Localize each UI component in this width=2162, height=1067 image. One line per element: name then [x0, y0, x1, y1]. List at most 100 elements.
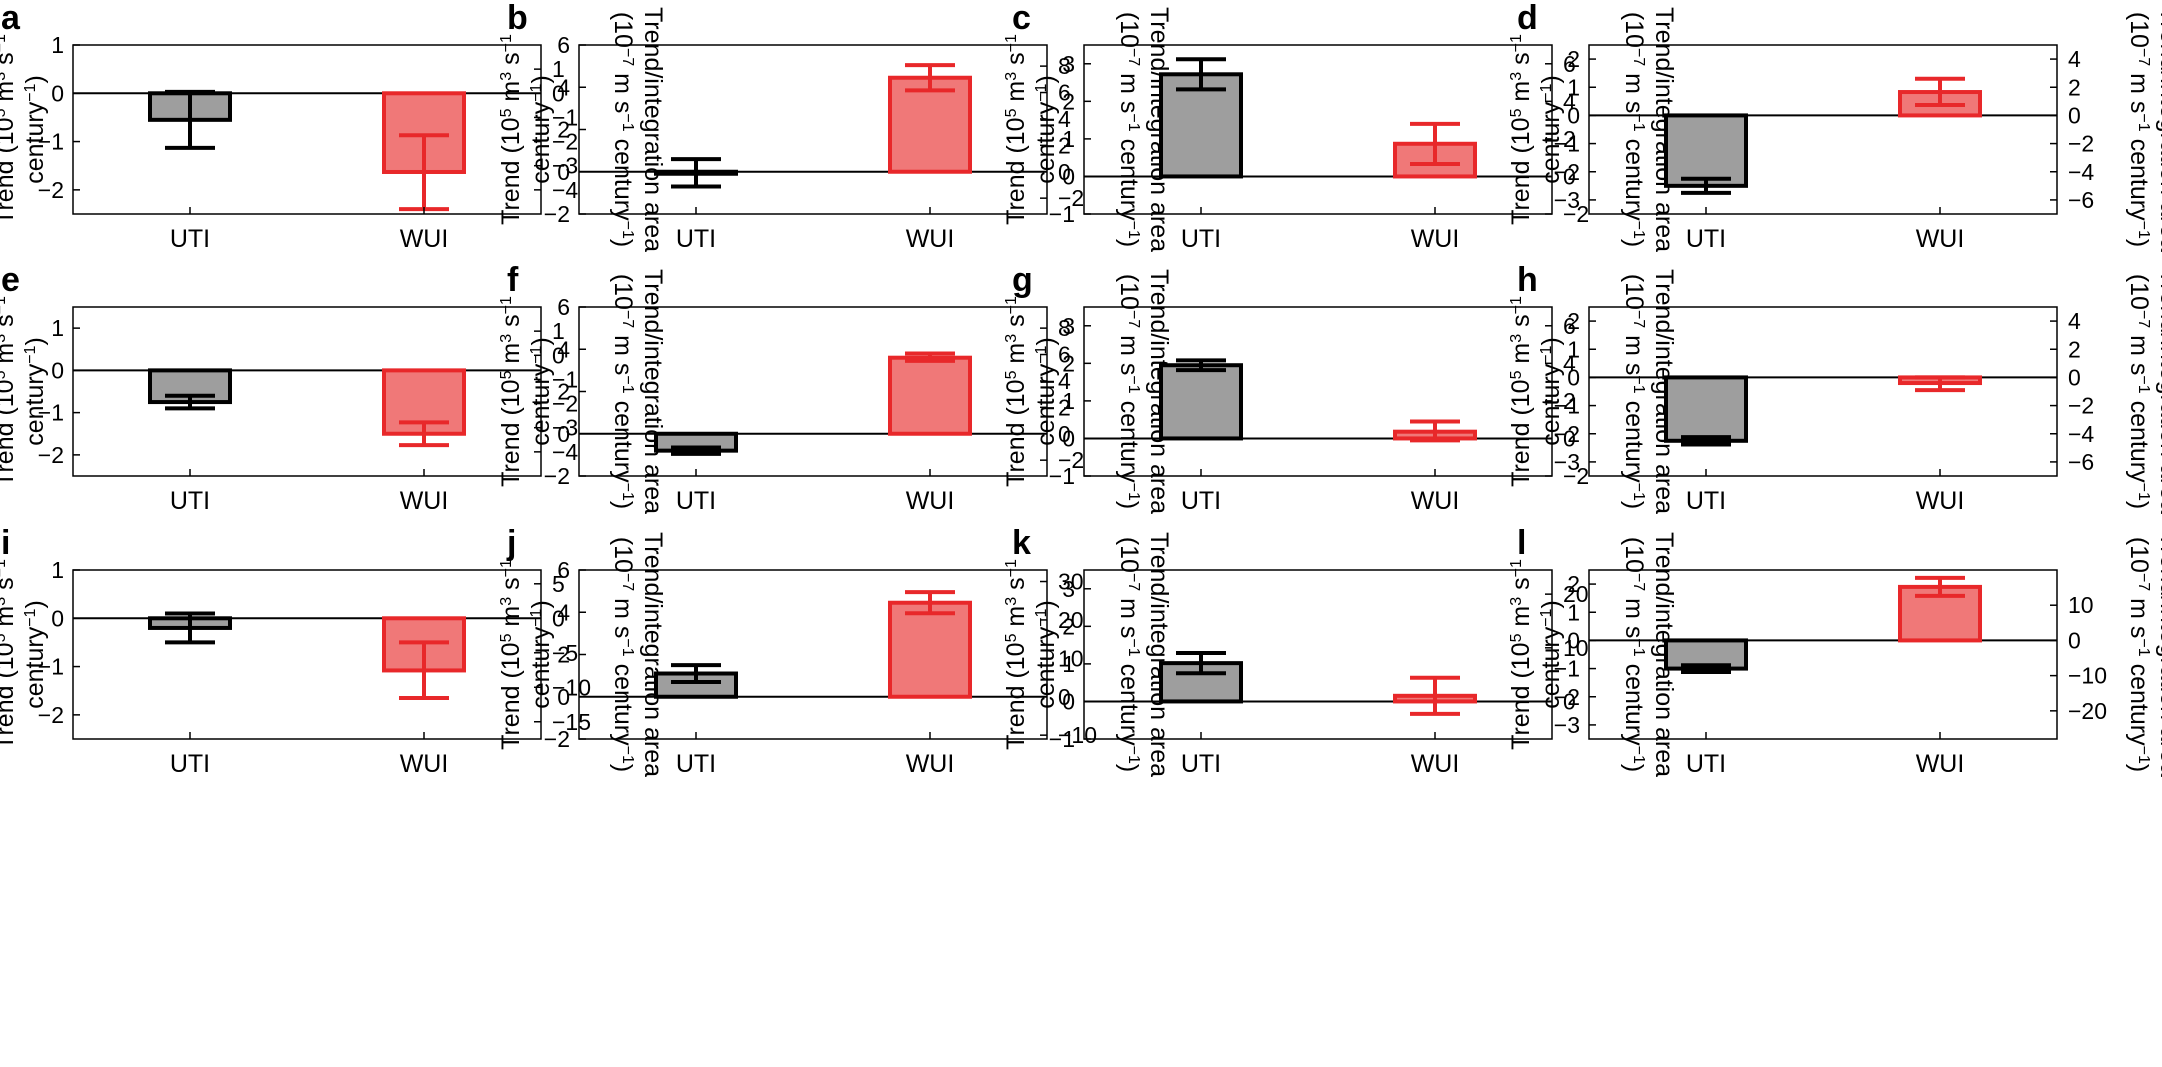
x-tick-label: UTI — [1181, 487, 1221, 515]
y-tick-label: −2 — [38, 177, 64, 203]
error-bar-uti — [1176, 650, 1226, 676]
y2-tick-label: 10 — [1563, 635, 1589, 661]
y-tick-label: 1 — [1567, 74, 1580, 100]
y-tick-label: 1 — [51, 315, 64, 341]
y-tick-label: −1 — [1554, 393, 1580, 419]
y2-tick-label: −2 — [1058, 447, 1084, 473]
y2-tick-label: −2 — [1058, 185, 1084, 211]
bar-wui — [888, 355, 972, 436]
x-tick-label: WUI — [906, 225, 955, 253]
panel-letter: c — [1012, 0, 1031, 37]
y-axis-title-line2: century−1) — [1537, 600, 1565, 709]
y2-tick-label: 2 — [1058, 132, 1071, 158]
y2-tick-label: 2 — [1058, 394, 1071, 420]
y2-tick-label: 0 — [1563, 163, 1576, 189]
y2-tick-label: 20 — [1058, 607, 1084, 633]
y-tick-label: 1 — [51, 557, 64, 583]
y-axis-title-line2: century−1) — [1537, 75, 1565, 184]
error-bar-wui — [905, 351, 955, 363]
y-tick-label: 6 — [557, 557, 570, 583]
y-axis-title-line2: century−1) — [1032, 337, 1060, 446]
y2-tick-label: 0 — [2068, 102, 2081, 128]
x-tick-label: WUI — [1916, 750, 1965, 778]
y-axis-title: Trend (105 m3 s−1century−1) — [0, 296, 49, 487]
y-tick-label: 3 — [1062, 51, 1075, 77]
axes-frame — [1588, 306, 2058, 477]
x-tick-label: UTI — [170, 487, 210, 515]
axes-frame — [1083, 306, 1553, 477]
panel-letter: b — [507, 0, 528, 37]
y2-tick-label: −10 — [2068, 663, 2107, 689]
y-tick-label: −1 — [1554, 131, 1580, 157]
y-axis-title-line1: Trend (105 m3 s−1 — [0, 296, 19, 487]
error-bar-wui — [399, 640, 449, 700]
y-axis-title: Trend (105 m3 s−1century−1) — [497, 296, 555, 487]
y2-tick-label: 0 — [552, 80, 565, 106]
panel-letter: g — [1012, 261, 1033, 299]
y2-tick-label: −2 — [552, 391, 578, 417]
y2-axis-title-line2: (10−7 m s−1 century−1) — [609, 537, 637, 772]
y-tick-label: 0 — [1062, 163, 1075, 189]
error-bar-uti — [671, 445, 721, 456]
y-tick-label: −1 — [1049, 463, 1075, 489]
y-tick-label: 4 — [557, 336, 570, 362]
y-axis-title-line1: Trend (105 m3 s−1 — [497, 296, 525, 487]
y2-tick-label: −15 — [552, 709, 591, 735]
x-tick-label: WUI — [906, 750, 955, 778]
y2-tick-label: 20 — [1563, 581, 1589, 607]
y-tick-label: 1 — [1567, 599, 1580, 625]
y2-tick-label: 0 — [1058, 684, 1071, 710]
y-axis-title-line2: century−1) — [1537, 337, 1565, 446]
y-tick-label: 6 — [557, 32, 570, 58]
panel-letter: e — [1, 261, 20, 299]
bar-uti — [1664, 375, 1748, 443]
y-tick-label: −3 — [1554, 712, 1580, 738]
y-tick-label: −1 — [1554, 656, 1580, 682]
panel-letter: f — [507, 261, 519, 299]
x-tick-label: UTI — [1686, 750, 1726, 778]
error-bar-wui — [905, 63, 955, 93]
y-axis-title-line1: Trend (105 m3 s−1 — [1002, 559, 1030, 750]
y2-axis-title-line2: (10−7 m s−1 century−1) — [609, 274, 637, 509]
error-bar-uti — [1681, 663, 1731, 674]
error-bar-uti — [671, 663, 721, 684]
y-axis-title: Trend (105 m3 s−1century−1) — [0, 34, 49, 225]
error-bar-wui — [1410, 419, 1460, 443]
x-tick-label: WUI — [1916, 225, 1965, 253]
y2-tick-label: 6 — [1563, 313, 1576, 339]
y2-axis-title: Trend/integration area(10−7 m s−1 centur… — [2125, 7, 2162, 252]
error-bar-uti — [671, 157, 721, 189]
y2-tick-label: 4 — [1563, 88, 1576, 114]
y2-tick-label: 4 — [1058, 106, 1071, 132]
x-tick-label: UTI — [1181, 750, 1221, 778]
y2-tick-label: −4 — [2068, 159, 2094, 185]
y-tick-label: 0 — [1567, 364, 1580, 390]
y2-tick-label: 0 — [1563, 688, 1576, 714]
y2-tick-label: −6 — [2068, 187, 2094, 213]
y-axis-title-line2: century−1) — [21, 337, 49, 446]
y-axis-title-line2: century−1) — [21, 600, 49, 709]
y-tick-label: 0 — [51, 357, 64, 383]
y2-axis-title: Trend/integration area(10−7 m s−1 centur… — [2125, 269, 2162, 514]
y-tick-label: −1 — [38, 400, 64, 426]
y-axis-title-line1: Trend (105 m3 s−1 — [1507, 559, 1535, 750]
axes-frame — [72, 306, 542, 477]
bar-wui — [888, 75, 972, 174]
bar-wui — [888, 600, 972, 699]
y-tick-label: 6 — [557, 294, 570, 320]
y-tick-label: 1 — [1062, 126, 1075, 152]
y-tick-label: 0 — [51, 605, 64, 631]
y2-tick-label: 0 — [1058, 421, 1071, 447]
y-tick-label: 0 — [1567, 102, 1580, 128]
error-bar-uti — [165, 393, 215, 411]
panel-letter: a — [1, 0, 21, 37]
error-bar-wui — [1915, 375, 1965, 393]
y-tick-label: 0 — [557, 684, 570, 710]
y-tick-label: 1 — [1062, 388, 1075, 414]
y-tick-label: −2 — [544, 201, 570, 227]
y-tick-label: −2 — [38, 702, 64, 728]
y-tick-label: 0 — [1567, 627, 1580, 653]
y-tick-label: −3 — [1554, 187, 1580, 213]
